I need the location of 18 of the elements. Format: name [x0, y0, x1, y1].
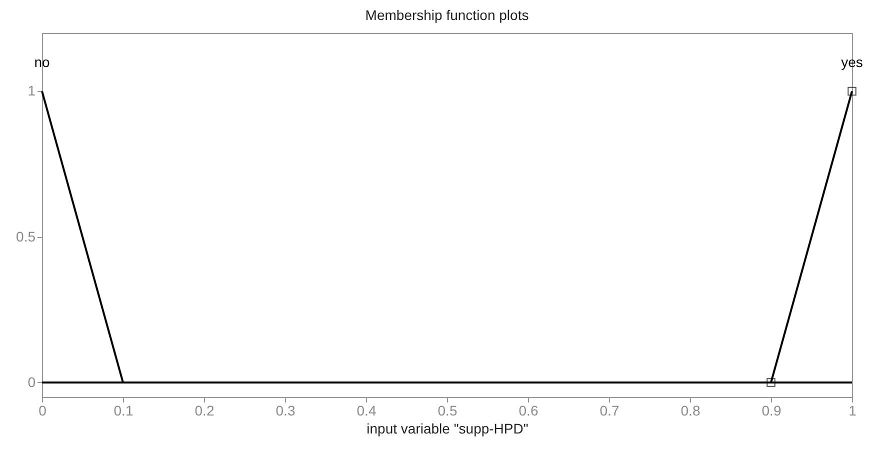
x-tick-label: 0: [38, 402, 47, 418]
x-tick-label: 0.2: [194, 402, 214, 418]
x-tick-label: 1: [848, 402, 857, 418]
x-tick-label: 0.4: [356, 402, 376, 418]
y-tick-label: 0: [28, 374, 36, 390]
x-tick-label: 0.3: [276, 402, 296, 418]
x-tick-label: 0.6: [518, 402, 538, 418]
x-tick-label: 0.8: [680, 402, 700, 418]
x-tick-label: 0.7: [600, 402, 620, 418]
x-axis-title: input variable "supp-HPD": [366, 420, 528, 436]
y-tick-label: 0.5: [16, 228, 36, 244]
x-tick-label: 0.5: [438, 402, 458, 418]
series-label: yes: [841, 54, 863, 70]
x-tick-label: 0.9: [762, 402, 782, 418]
chart-title: Membership function plots: [365, 7, 529, 23]
y-tick-label: 1: [28, 82, 36, 99]
x-tick-label: 0.1: [114, 402, 134, 418]
series-label: no: [34, 54, 50, 70]
